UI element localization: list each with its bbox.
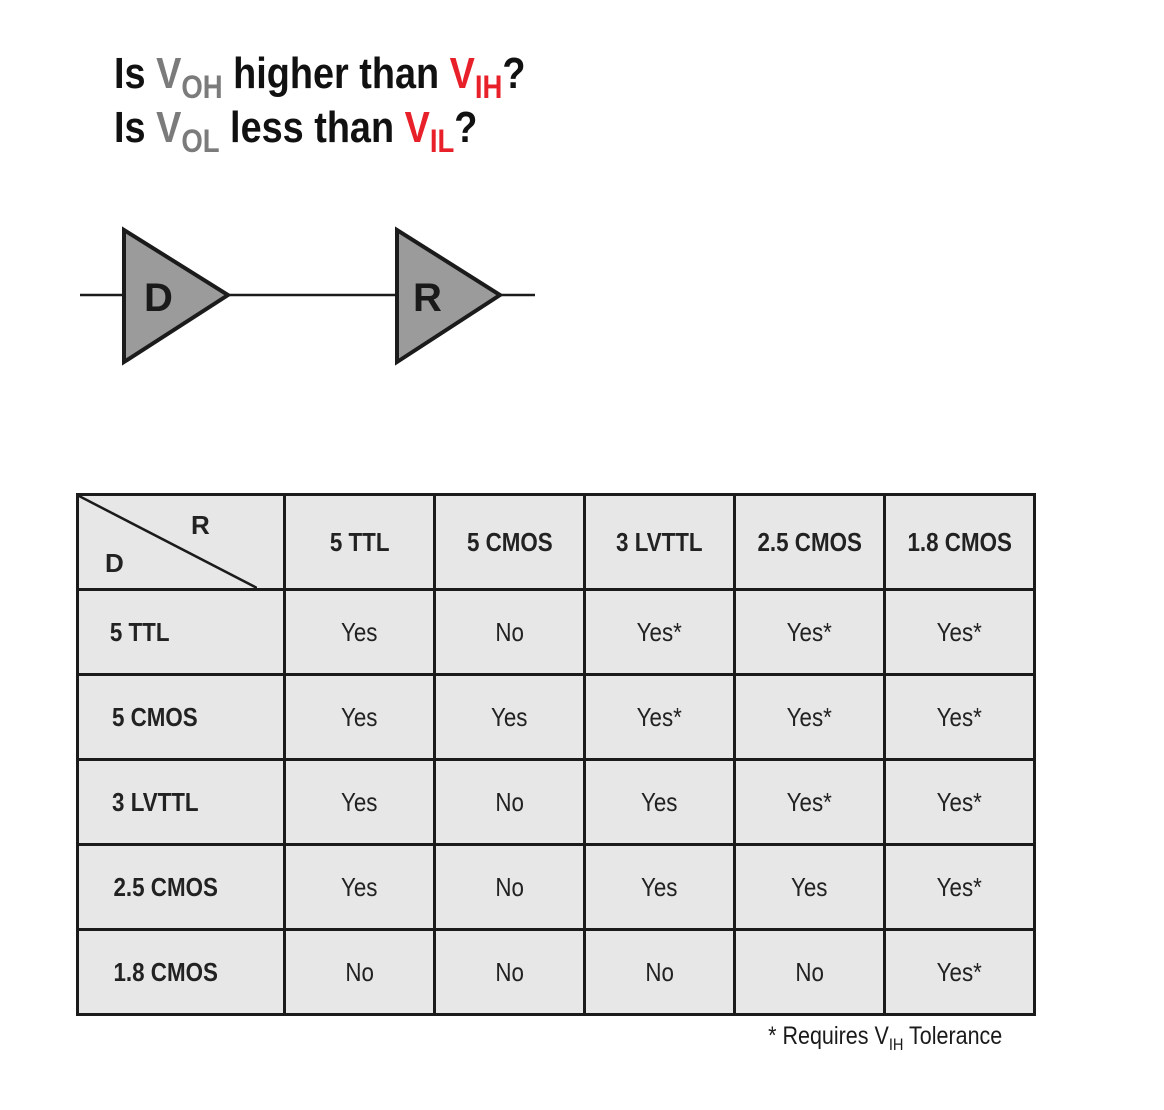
table-cell: Yes* xyxy=(583,673,736,761)
row-header: 3 LVTTL xyxy=(76,758,286,846)
vil-symbol: VIL xyxy=(404,103,455,159)
table-cell: Yes* xyxy=(883,843,1036,931)
table-cell: Yes xyxy=(283,843,436,931)
table-cell: Yes* xyxy=(883,588,1036,676)
table-row: 5 CMOS Yes Yes Yes* Yes* Yes* xyxy=(76,673,1036,761)
table-cell: Yes* xyxy=(883,928,1036,1016)
driver-label: D xyxy=(144,276,173,320)
table-cell: Yes xyxy=(283,758,436,846)
table-cell: No xyxy=(283,928,436,1016)
table-row: 2.5 CMOS Yes No Yes Yes Yes* xyxy=(76,843,1036,931)
table-cell: Yes xyxy=(283,588,436,676)
voh-symbol: VOH xyxy=(156,49,223,105)
title-comparison: higher than xyxy=(222,49,450,98)
vol-symbol: VOL xyxy=(156,103,220,159)
title-prefix: Is xyxy=(114,103,157,152)
column-header: 5 TTL xyxy=(283,493,436,591)
footnote: * Requires VIH Tolerance xyxy=(767,1022,1002,1054)
corner-driver-label: D xyxy=(105,548,124,578)
vih-symbol: VIH xyxy=(449,49,503,105)
table-cell: Yes xyxy=(583,758,736,846)
column-header: 3 LVTTL xyxy=(583,493,736,591)
receiver-label: R xyxy=(413,276,442,320)
table-cell: No xyxy=(733,928,886,1016)
row-header: 5 CMOS xyxy=(76,673,286,761)
table-cell: Yes* xyxy=(583,588,736,676)
table-cell: Yes xyxy=(283,673,436,761)
row-header: 5 TTL xyxy=(76,588,286,676)
table-cell: No xyxy=(433,843,586,931)
column-header: 2.5 CMOS xyxy=(733,493,886,591)
table-cell: Yes xyxy=(583,843,736,931)
table-cell: Yes xyxy=(433,673,586,761)
compatibility-table: R D 5 TTL 5 CMOS 3 LVTTL 2.5 CMOS 1.8 CM… xyxy=(76,493,1036,1016)
table-cell: Yes* xyxy=(733,758,886,846)
row-header: 2.5 CMOS xyxy=(76,843,286,931)
title-line-voh: Is VOH higher than VIH? xyxy=(114,49,526,105)
row-header: 1.8 CMOS xyxy=(76,928,286,1016)
table-cell: No xyxy=(433,758,586,846)
table-cell: Yes* xyxy=(883,758,1036,846)
title-comparison: less than xyxy=(219,103,405,152)
diagonal-divider xyxy=(79,496,257,588)
title-prefix: Is xyxy=(114,49,157,98)
corner-cell: R D xyxy=(76,493,286,591)
table-cell: Yes* xyxy=(733,673,886,761)
table-cell: Yes* xyxy=(733,588,886,676)
table-cell: No xyxy=(583,928,736,1016)
driver-buffer-icon xyxy=(122,226,232,366)
corner-receiver-label: R xyxy=(191,510,210,540)
table-row: 3 LVTTL Yes No Yes Yes* Yes* xyxy=(76,758,1036,846)
table-cell: Yes xyxy=(733,843,886,931)
receiver-buffer-icon xyxy=(395,226,504,366)
column-header: 5 CMOS xyxy=(433,493,586,591)
table-row: 5 TTL Yes No Yes* Yes* Yes* xyxy=(76,588,1036,676)
table-row: 1.8 CMOS No No No No Yes* xyxy=(76,928,1036,1016)
table-cell: Yes* xyxy=(883,673,1036,761)
table-cell: No xyxy=(433,928,586,1016)
buffer-diagram: D R xyxy=(80,226,535,366)
title-line-vol: Is VOL less than VIL? xyxy=(114,103,478,159)
column-header: 1.8 CMOS xyxy=(883,493,1036,591)
header-row: R D 5 TTL 5 CMOS 3 LVTTL 2.5 CMOS 1.8 CM… xyxy=(76,493,1036,591)
table-cell: No xyxy=(433,588,586,676)
